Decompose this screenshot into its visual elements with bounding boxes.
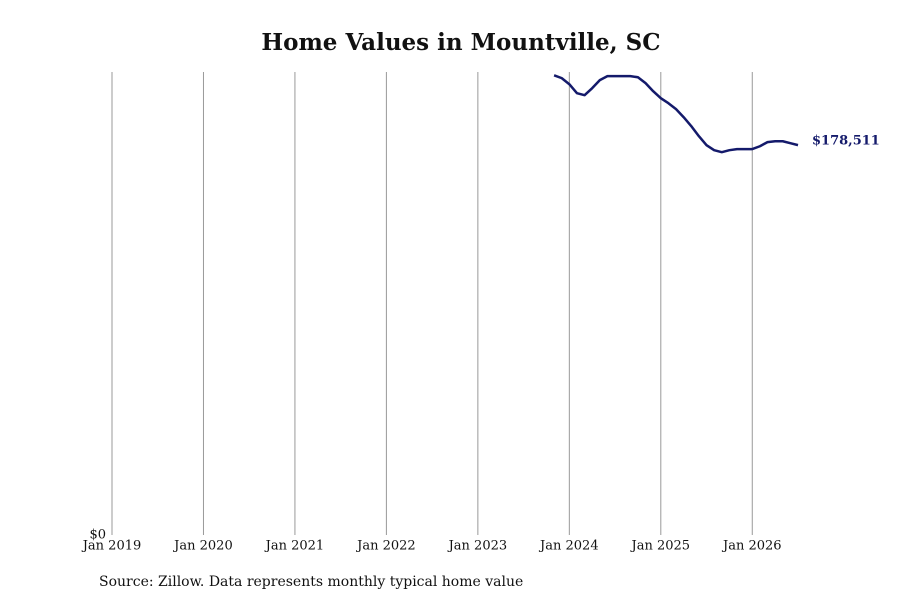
x-tick-label: Jan 2021 xyxy=(264,539,325,554)
x-tick-label: Jan 2025 xyxy=(630,539,691,554)
x-tick-label: Jan 2022 xyxy=(355,539,416,554)
value-label: $178,511 xyxy=(812,134,880,149)
y-tick-label: $0 xyxy=(89,528,106,543)
x-tick-label: Jan 2020 xyxy=(172,539,233,554)
x-tick-label: Jan 2024 xyxy=(538,539,599,554)
source-note: Source: Zillow. Data represents monthly … xyxy=(99,574,523,590)
line xyxy=(553,74,799,154)
x-tick-label: Jan 2023 xyxy=(447,539,508,554)
x-tick-label: Jan 2026 xyxy=(721,539,782,554)
x-tick-label: Jan 2019 xyxy=(81,539,142,554)
chart-title: Home Values in Mountville, SC xyxy=(261,29,660,56)
